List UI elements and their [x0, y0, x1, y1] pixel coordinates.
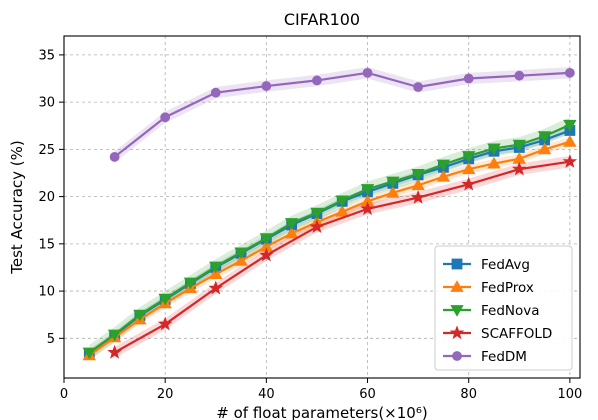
- x-tick-label: 60: [359, 387, 376, 402]
- legend-item-fednova: FedNova: [443, 303, 540, 319]
- fednova-point: [512, 139, 526, 152]
- y-tick-label: 10: [38, 285, 55, 300]
- fedprox-point: [284, 226, 299, 239]
- grid: [63, 36, 580, 378]
- y-tick-label: 35: [38, 48, 55, 63]
- scaffold-line: [114, 160, 571, 354]
- fedprox-point: [563, 135, 577, 147]
- legend-label: FedAvg: [481, 257, 530, 273]
- feddm-point: [109, 152, 120, 162]
- fednova-point: [234, 247, 248, 260]
- y-tick-label: 20: [38, 190, 55, 205]
- fedprox-point: [537, 142, 552, 155]
- legend-item-feddm: FedDM: [443, 349, 527, 365]
- fedprox-point: [335, 204, 349, 217]
- fednova-point: [335, 195, 349, 208]
- feddm-line: [113, 71, 570, 158]
- legend-label: FedNova: [481, 303, 540, 319]
- scaffold-point: [461, 176, 476, 191]
- fednova-point: [158, 293, 172, 306]
- legend-swatch-marker: [450, 280, 464, 292]
- fedprox-series: [82, 135, 577, 361]
- legend-label: FedProx: [481, 280, 534, 296]
- fednova-point: [537, 131, 552, 143]
- legend-swatch-marker: [451, 258, 463, 270]
- fednova-point: [82, 347, 96, 360]
- fednova-point: [386, 176, 400, 189]
- legend-swatch-marker: [449, 325, 465, 340]
- axis-ticks: 0 20 40 60 80 100 5 10 15 20 25 30 35: [38, 48, 582, 402]
- fedprox-point: [436, 169, 451, 182]
- legend: FedAvg FedProx FedNova SCAFFOLD FedDM: [434, 245, 573, 371]
- feddm-point: [362, 67, 373, 78]
- legend-label: SCAFFOLD: [481, 326, 552, 342]
- scaffold-series: [107, 153, 578, 359]
- fedprox-point: [209, 267, 223, 279]
- scaffold-point: [309, 219, 325, 234]
- x-axis-label: # of float parameters(×10⁶): [216, 404, 427, 420]
- x-tick-label: 100: [557, 387, 582, 402]
- legend-swatch-marker: [452, 351, 462, 361]
- fednova-point: [360, 184, 375, 196]
- feddm-point: [514, 70, 525, 81]
- legend-label: FedDM: [481, 349, 527, 365]
- scaffold-point: [410, 189, 426, 204]
- fednova-series: [82, 119, 577, 360]
- scaffold-point: [360, 201, 375, 216]
- scaffold-point: [157, 316, 173, 331]
- x-tick-label: 80: [460, 387, 477, 402]
- feddm-point: [312, 75, 322, 86]
- scaffold-point: [259, 247, 274, 262]
- feddm-point: [210, 87, 221, 98]
- fednova-point: [436, 159, 451, 172]
- fednova-point: [183, 277, 198, 290]
- fednova-point: [259, 233, 274, 245]
- y-tick-label: 25: [38, 143, 55, 158]
- y-tick-label: 30: [38, 96, 55, 111]
- feddm-point: [463, 73, 474, 84]
- x-tick-label: 20: [157, 387, 174, 402]
- series-lines: [82, 67, 578, 361]
- fedprox-point: [462, 162, 476, 175]
- feddm-series: [109, 67, 575, 162]
- legend-item-fedprox: FedProx: [443, 280, 534, 296]
- fednova-point: [411, 169, 425, 181]
- y-tick-label: 5: [47, 332, 55, 347]
- x-tick-label: 40: [258, 387, 275, 402]
- fedprox-point: [411, 178, 425, 191]
- scaffold-point: [562, 153, 578, 168]
- legend-swatch-marker: [450, 305, 464, 317]
- legend-box: [434, 245, 573, 371]
- fednova-point: [310, 207, 324, 220]
- chart-title: CIFAR100: [284, 10, 360, 29]
- fednova-point: [133, 309, 147, 322]
- scaffold-point: [208, 280, 224, 295]
- y-tick-label: 15: [38, 237, 55, 252]
- x-tick-label: 0: [60, 387, 68, 402]
- fedprox-point: [487, 156, 501, 169]
- scaffold-point: [512, 161, 527, 176]
- fednova-point: [487, 143, 501, 156]
- fednova-point: [563, 119, 577, 132]
- legend-item-scaffold: SCAFFOLD: [443, 325, 552, 342]
- feddm-point: [261, 81, 272, 91]
- plot-frame: [63, 35, 581, 379]
- fednova-point: [209, 261, 223, 274]
- feddm-point: [564, 67, 575, 78]
- legend-item-fedavg: FedAvg: [443, 257, 530, 273]
- fedprox-point: [234, 254, 248, 266]
- feddm-point: [413, 82, 424, 92]
- feddm-point: [160, 112, 171, 123]
- fednova-point: [107, 329, 122, 342]
- fednova-point: [284, 218, 299, 230]
- scaffold-point: [107, 344, 122, 359]
- fednova-point: [462, 151, 476, 163]
- fedprox-point: [386, 186, 400, 198]
- y-axis-label: Test Accuracy (%): [8, 140, 26, 275]
